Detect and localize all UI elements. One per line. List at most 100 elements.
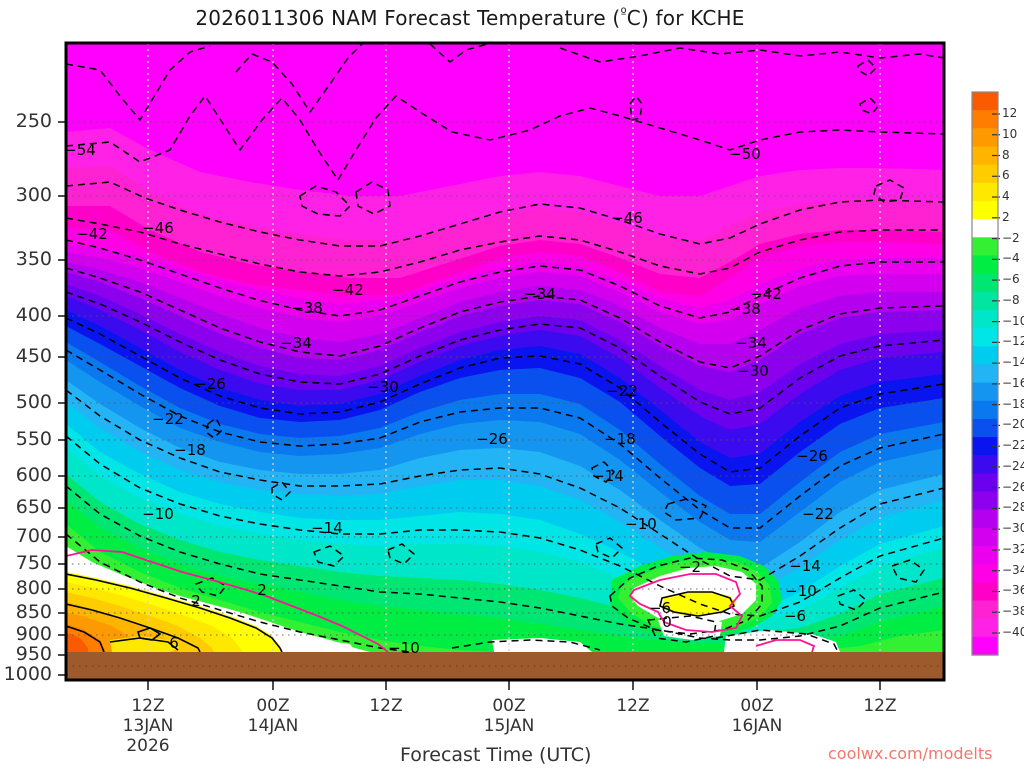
colorbar-swatch [972, 437, 998, 456]
contour-value-label: −10 [142, 505, 174, 523]
colorbar-swatch [972, 527, 998, 547]
colorbar-swatch [972, 237, 998, 257]
contour-value-label: 6 [169, 634, 179, 652]
x-axis-date-label: 16JAN [731, 716, 783, 736]
y-axis-tick-label: 450 [15, 345, 52, 367]
y-axis-tick-label: 800 [15, 577, 52, 599]
x-axis-time-label: 12Z [131, 696, 165, 716]
contour-label-group: −54−42 −46−42−38−34−26−22−18−10−14−10−30−… [64, 141, 834, 657]
colorbar-swatch [972, 164, 998, 184]
x-axis-title: Forecast Time (UTC) [400, 744, 592, 766]
colorbar-swatch [972, 400, 998, 420]
contour-value-label: −22 [802, 505, 834, 523]
terrain-band [66, 652, 944, 680]
x-axis-time-label: 12Z [616, 696, 650, 716]
contour-value-label: −42 [332, 281, 364, 299]
positive-contour-lines [66, 573, 736, 652]
y-axis-tick-label: 400 [15, 304, 52, 326]
y-tick-marks [58, 121, 66, 676]
contour-value-label: −18 [174, 441, 206, 459]
contour-value-label: −30 [737, 362, 769, 380]
colorbar-tick-label: −34 [1002, 562, 1024, 577]
colorbar-swatch [972, 146, 998, 166]
colorbar-swatch [972, 255, 998, 275]
colorbar-swatch [972, 128, 998, 148]
x-axis-time-label: 00Z [256, 696, 290, 716]
y-axis-tick-label: 550 [15, 428, 52, 450]
colorbar-swatch [972, 491, 998, 511]
contour-value-label: −34 [524, 285, 556, 303]
contour-value-label: −46 [142, 219, 174, 237]
contour-value-label: −42 [76, 225, 108, 243]
x-axis-time-label: 12Z [369, 696, 403, 716]
colorbar-swatch [972, 582, 998, 602]
y-axis-tick-label: 850 [15, 601, 52, 623]
contour-value-label: −46 [611, 209, 643, 227]
colorbar-swatch [972, 110, 998, 129]
y-axis-tick-label: 1000 [3, 663, 52, 685]
contour-value-label: −42 [750, 285, 782, 303]
degree-icon: º [620, 6, 627, 22]
colorbar-swatch [972, 364, 998, 384]
x-axis-time-label: 00Z [740, 696, 774, 716]
x-axis-date-label: 13JAN [122, 716, 174, 736]
x-axis-date-label: 14JAN [247, 716, 299, 736]
contour-value-label: 0 [662, 613, 672, 631]
x-axis-year-label: 2026 [126, 736, 170, 756]
y-axis-tick-label: 700 [15, 525, 52, 547]
x-axis-time-label: 12Z [863, 696, 897, 716]
contour-value-label: −10 [625, 515, 657, 533]
y-axis-tick-label: 600 [15, 464, 52, 486]
colorbar-swatch [972, 546, 998, 565]
title-prefix: 2026011306 NAM Forecast Temperature ( [195, 6, 621, 30]
y-axis-tick-label: 500 [15, 391, 52, 413]
colorbar-swatch [972, 219, 998, 238]
contour-value-label: −26 [476, 430, 508, 448]
contour-value-label: −6 [784, 607, 806, 625]
contour-value-label: −18 [604, 430, 636, 448]
colorbar-swatch [972, 273, 998, 293]
colorbar-frame [971, 91, 999, 656]
y-axis-tick-label: 250 [15, 110, 52, 132]
colorbar-tick-label: −26 [1002, 479, 1024, 494]
title-suffix: ) for KCHE [640, 6, 745, 30]
colorbar-tick-label: −28 [1002, 500, 1024, 515]
colorbar-tick-label: −36 [1002, 583, 1024, 598]
colorbar-tick-label: −22 [1002, 438, 1024, 453]
colorbar-swatch [972, 618, 998, 638]
colorbar-swatch [972, 455, 998, 474]
x-tick-marks [147, 680, 881, 690]
page-title: 2026011306 NAM Forecast Temperature (ºC)… [0, 6, 940, 30]
colorbar-tick-label: −12 [1002, 334, 1024, 349]
contour-value-label: −14 [592, 467, 624, 485]
contour-value-label: −38 [729, 300, 761, 318]
colorbar-tick-label: −20 [1002, 417, 1024, 432]
colorbar-tick-label: 8 [1002, 147, 1010, 162]
colorbar-tick-label: −4 [1002, 251, 1020, 266]
colorbar-tick-label: −16 [1002, 375, 1024, 390]
freezing-level-line [66, 549, 816, 652]
colorbar [972, 92, 1000, 656]
title-unit-c: C [626, 6, 641, 30]
contour-value-label: −30 [367, 378, 399, 396]
colorbar-swatch [972, 291, 998, 311]
y-axis-tick-label: 300 [15, 184, 52, 206]
colorbar-tick-label: −2 [1002, 230, 1020, 245]
contour-value-label: −2 [679, 558, 701, 576]
colorbar-swatch [972, 92, 998, 111]
colorbar-tick-label: 6 [1002, 168, 1010, 183]
colorbar-swatch [972, 509, 998, 529]
y-axis-tick-label: 650 [15, 496, 52, 518]
contour-value-label: −14 [311, 519, 343, 537]
y-axis-tick-label: 900 [15, 623, 52, 645]
contour-value-label: −14 [789, 557, 821, 575]
x-axis-time-label: 00Z [492, 696, 526, 716]
colorbar-tick-label: 2 [1002, 209, 1010, 224]
contour-value-label: −34 [280, 334, 312, 352]
credit-watermark: coolwx.com/modelts [828, 744, 993, 763]
colorbar-tick-label: −30 [1002, 521, 1024, 536]
colorbar-tick-label: −40 [1002, 625, 1024, 639]
plot-frame [64, 41, 946, 682]
contour-value-label: −50 [729, 145, 761, 163]
